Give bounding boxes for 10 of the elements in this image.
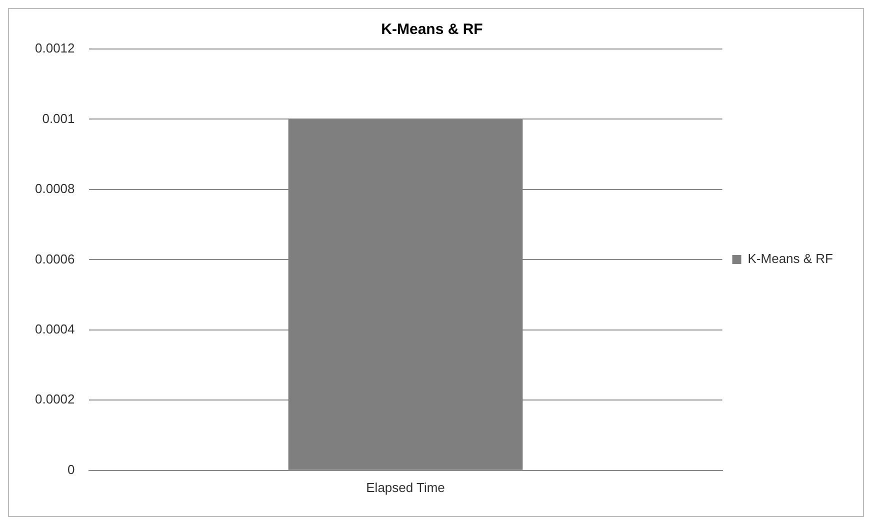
legend-label: K-Means & RF: [748, 251, 834, 266]
y-tick-label: 0.0008: [34, 181, 75, 196]
x-tick-label: Elapsed Time: [366, 480, 445, 495]
y-tick-label: 0.001: [42, 110, 75, 126]
chart-title: K-Means & RF: [381, 21, 483, 38]
y-tick-label: 0.0006: [34, 251, 75, 266]
y-tick-label: 0.0012: [34, 40, 75, 56]
y-tick-label: 0.0002: [34, 392, 75, 407]
y-tick-label: 0.0004: [34, 322, 75, 337]
y-tick-label: 0: [68, 462, 75, 477]
